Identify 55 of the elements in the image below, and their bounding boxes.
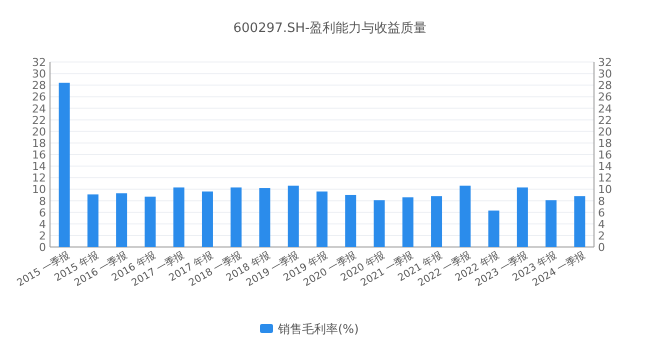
bar bbox=[144, 196, 156, 247]
y-tick-label: 18 bbox=[32, 136, 46, 150]
y-tick-label: 10 bbox=[32, 183, 46, 196]
y-tick-label: 28 bbox=[32, 79, 46, 92]
bar bbox=[345, 194, 356, 247]
y-tick-label: 6 bbox=[39, 206, 46, 220]
y-tick-label: 14 bbox=[32, 160, 46, 174]
y2-tick-label: 32 bbox=[598, 56, 612, 69]
y-tick-label: 30 bbox=[32, 68, 46, 81]
y2-tick-label: 16 bbox=[598, 148, 612, 162]
bar bbox=[288, 186, 299, 247]
y2-tick-label: 14 bbox=[598, 160, 612, 174]
bar bbox=[374, 200, 385, 247]
y-tick-label: 16 bbox=[32, 148, 46, 162]
y-tick-label: 0 bbox=[39, 241, 46, 254]
bar bbox=[259, 188, 270, 247]
bar bbox=[546, 200, 557, 247]
y-tick-label: 22 bbox=[32, 114, 46, 127]
bar bbox=[431, 196, 442, 247]
bar bbox=[488, 210, 500, 247]
y-tick-label: 8 bbox=[39, 194, 46, 208]
y-tick-label: 24 bbox=[32, 102, 46, 116]
y2-tick-label: 20 bbox=[598, 125, 612, 138]
bar bbox=[202, 192, 213, 247]
bar bbox=[316, 192, 328, 247]
bar bbox=[574, 196, 586, 247]
y2-tick-label: 0 bbox=[598, 241, 605, 254]
y2-tick-label: 2 bbox=[598, 229, 605, 242]
bar bbox=[230, 187, 242, 247]
y2-tick-label: 28 bbox=[598, 79, 612, 92]
bar bbox=[516, 187, 528, 247]
bar bbox=[116, 193, 128, 247]
y-tick-label: 4 bbox=[39, 218, 46, 231]
y2-tick-label: 12 bbox=[598, 172, 612, 185]
bar bbox=[460, 186, 471, 247]
y2-tick-label: 4 bbox=[598, 218, 605, 231]
y-tick-label: 26 bbox=[32, 90, 46, 104]
y-tick-label: 2 bbox=[39, 229, 46, 242]
y2-tick-label: 18 bbox=[598, 136, 612, 150]
bar bbox=[173, 187, 184, 247]
bar bbox=[58, 82, 70, 247]
y2-tick-label: 24 bbox=[598, 102, 612, 116]
y2-tick-label: 6 bbox=[598, 206, 605, 220]
y2-tick-label: 22 bbox=[598, 114, 612, 127]
y2-tick-label: 8 bbox=[598, 194, 605, 208]
y-tick-label: 12 bbox=[32, 172, 46, 185]
y-tick-label: 20 bbox=[32, 125, 46, 138]
y2-tick-label: 26 bbox=[598, 90, 612, 104]
y2-tick-label: 30 bbox=[598, 68, 612, 81]
bar bbox=[87, 194, 98, 247]
bar bbox=[402, 197, 414, 247]
y2-tick-label: 10 bbox=[598, 183, 612, 196]
y-tick-label: 32 bbox=[32, 56, 46, 69]
chart-title: 600297.SH-盈利能力与收益质量 bbox=[233, 21, 427, 36]
legend-label: 销售毛利率(%) bbox=[277, 322, 359, 336]
